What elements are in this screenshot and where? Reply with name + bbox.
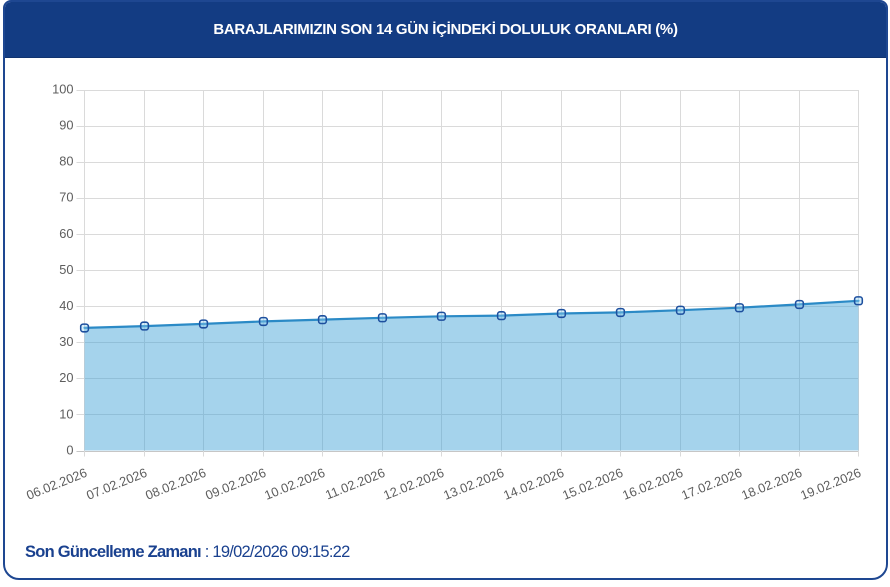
svg-text:40: 40	[59, 298, 73, 313]
svg-text:60: 60	[59, 226, 73, 241]
svg-text:15.02.2026: 15.02.2026	[560, 465, 625, 503]
svg-text:13.02.2026: 13.02.2026	[441, 465, 506, 503]
svg-text:80: 80	[59, 154, 73, 169]
svg-text:30: 30	[59, 334, 73, 349]
svg-text:09.02.2026: 09.02.2026	[203, 465, 268, 503]
svg-text:11.02.2026: 11.02.2026	[323, 465, 387, 503]
svg-text:90: 90	[59, 118, 73, 133]
svg-text:08.02.2026: 08.02.2026	[143, 465, 208, 503]
svg-text:20: 20	[59, 370, 73, 385]
svg-text:100: 100	[52, 81, 73, 96]
svg-text:70: 70	[59, 190, 73, 205]
svg-text:50: 50	[59, 262, 73, 277]
svg-text:14.02.2026: 14.02.2026	[501, 465, 566, 503]
svg-text:0: 0	[66, 442, 73, 457]
svg-text:07.02.2026: 07.02.2026	[84, 465, 149, 503]
svg-text:06.02.2026: 06.02.2026	[24, 465, 89, 503]
svg-text:17.02.2026: 17.02.2026	[679, 465, 744, 503]
svg-text:16.02.2026: 16.02.2026	[620, 465, 685, 503]
svg-text:18.02.2026: 18.02.2026	[739, 465, 804, 503]
svg-text:12.02.2026: 12.02.2026	[381, 465, 446, 503]
svg-text:19.02.2026: 19.02.2026	[798, 465, 863, 503]
svg-text:10.02.2026: 10.02.2026	[262, 465, 327, 503]
svg-text:10: 10	[59, 406, 73, 421]
